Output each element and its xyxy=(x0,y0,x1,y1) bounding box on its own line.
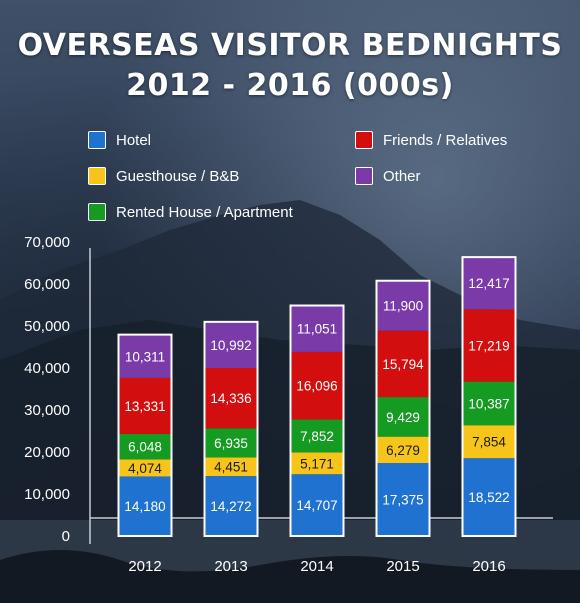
x-tick-label: 2015 xyxy=(386,558,419,575)
bar-outline xyxy=(461,256,517,537)
data-label: 11,051 xyxy=(297,322,337,337)
data-label: 17,219 xyxy=(468,338,509,353)
y-tick-label: 40,000 xyxy=(24,360,70,377)
y-tick-label: 0 xyxy=(62,528,70,545)
bar-outline xyxy=(289,304,345,537)
data-label: 14,707 xyxy=(296,498,337,513)
legend-item-other: Other xyxy=(355,167,421,185)
bar-segment xyxy=(118,476,172,536)
legend-item-rented: Rented House / Apartment xyxy=(88,203,293,221)
bar-segment xyxy=(204,476,258,536)
bar-segment xyxy=(462,309,516,382)
y-tick-label: 50,000 xyxy=(24,318,70,335)
bar-segment xyxy=(376,280,430,331)
bar-outline xyxy=(375,279,431,537)
legend-swatch-friends xyxy=(355,131,373,149)
y-tick-label: 20,000 xyxy=(24,444,70,461)
data-label: 14,336 xyxy=(210,391,251,406)
data-label: 15,794 xyxy=(382,357,424,372)
bar-segment xyxy=(376,436,430,464)
bar-segment xyxy=(204,368,258,429)
x-tick-label: 2012 xyxy=(128,558,161,575)
data-label: 11,900 xyxy=(383,299,423,314)
bar-segment xyxy=(462,257,516,310)
bar-segment xyxy=(462,425,516,459)
bar-outline xyxy=(117,333,173,537)
data-label: 4,074 xyxy=(128,461,162,476)
legend-swatch-guesthouse xyxy=(88,167,106,185)
data-label: 6,279 xyxy=(386,443,420,458)
data-label: 14,180 xyxy=(124,499,165,514)
bar-segment xyxy=(204,428,258,458)
x-tick-label: 2014 xyxy=(300,558,333,575)
y-tick-label: 60,000 xyxy=(24,276,70,293)
legend-item-guesthouse: Guesthouse / B&B xyxy=(88,167,239,185)
data-label: 7,852 xyxy=(300,429,334,444)
y-tick-label: 10,000 xyxy=(24,486,70,503)
bar-segment xyxy=(290,419,344,453)
data-label: 10,387 xyxy=(468,396,509,411)
data-label: 6,935 xyxy=(214,436,248,451)
bar-segment xyxy=(376,463,430,536)
chart-subtitle: 2012 - 2016 (000s) xyxy=(126,68,454,103)
bar-segment xyxy=(118,433,172,460)
bar-segment xyxy=(204,321,258,369)
data-label: 7,854 xyxy=(472,435,506,450)
data-label: 10,992 xyxy=(210,338,251,353)
bar-segment xyxy=(290,351,344,420)
legend-swatch-rented xyxy=(88,203,106,221)
bar-segment xyxy=(118,377,172,434)
legend-swatch-hotel xyxy=(88,131,106,149)
y-tick-label: 70,000 xyxy=(24,234,70,251)
bar-segment xyxy=(118,459,172,477)
data-label: 4,451 xyxy=(214,460,248,475)
data-label: 18,522 xyxy=(468,490,509,505)
bar-segment xyxy=(118,334,172,378)
x-tick-label: 2016 xyxy=(472,558,505,575)
bar-segment xyxy=(462,381,516,426)
data-label: 6,048 xyxy=(128,440,162,455)
legend-label-hotel: Hotel xyxy=(116,131,152,149)
legend-item-hotel: Hotel xyxy=(88,131,151,149)
data-label: 17,375 xyxy=(382,493,423,508)
data-label: 16,096 xyxy=(296,379,337,394)
y-tick-label: 30,000 xyxy=(24,402,70,419)
legend-label-friends: Friends / Relatives xyxy=(383,131,508,149)
data-label: 5,171 xyxy=(300,456,334,471)
bar-segment xyxy=(376,330,430,398)
bar-segment xyxy=(290,474,344,536)
data-label: 10,311 xyxy=(125,349,165,364)
legend-item-friends: Friends / Relatives xyxy=(355,131,507,149)
bar-segment xyxy=(204,457,258,477)
data-label: 13,331 xyxy=(124,399,165,414)
data-label: 14,272 xyxy=(210,499,251,514)
legend-label-other: Other xyxy=(383,167,421,185)
bar-segment xyxy=(290,452,344,475)
legend-label-rented: Rented House / Apartment xyxy=(116,203,293,221)
bar-segment xyxy=(290,305,344,352)
data-label: 9,429 xyxy=(386,410,420,425)
bar-segment xyxy=(376,397,430,437)
x-tick-label: 2013 xyxy=(214,558,247,575)
bar-outline xyxy=(203,320,259,537)
legend-swatch-other xyxy=(355,167,373,185)
chart-title: OVERSEAS VISITOR BEDNIGHTS xyxy=(17,28,563,63)
data-label: 12,417 xyxy=(468,276,509,291)
legend-label-guesthouse: Guesthouse / B&B xyxy=(116,167,240,185)
bar-segment xyxy=(462,458,516,536)
